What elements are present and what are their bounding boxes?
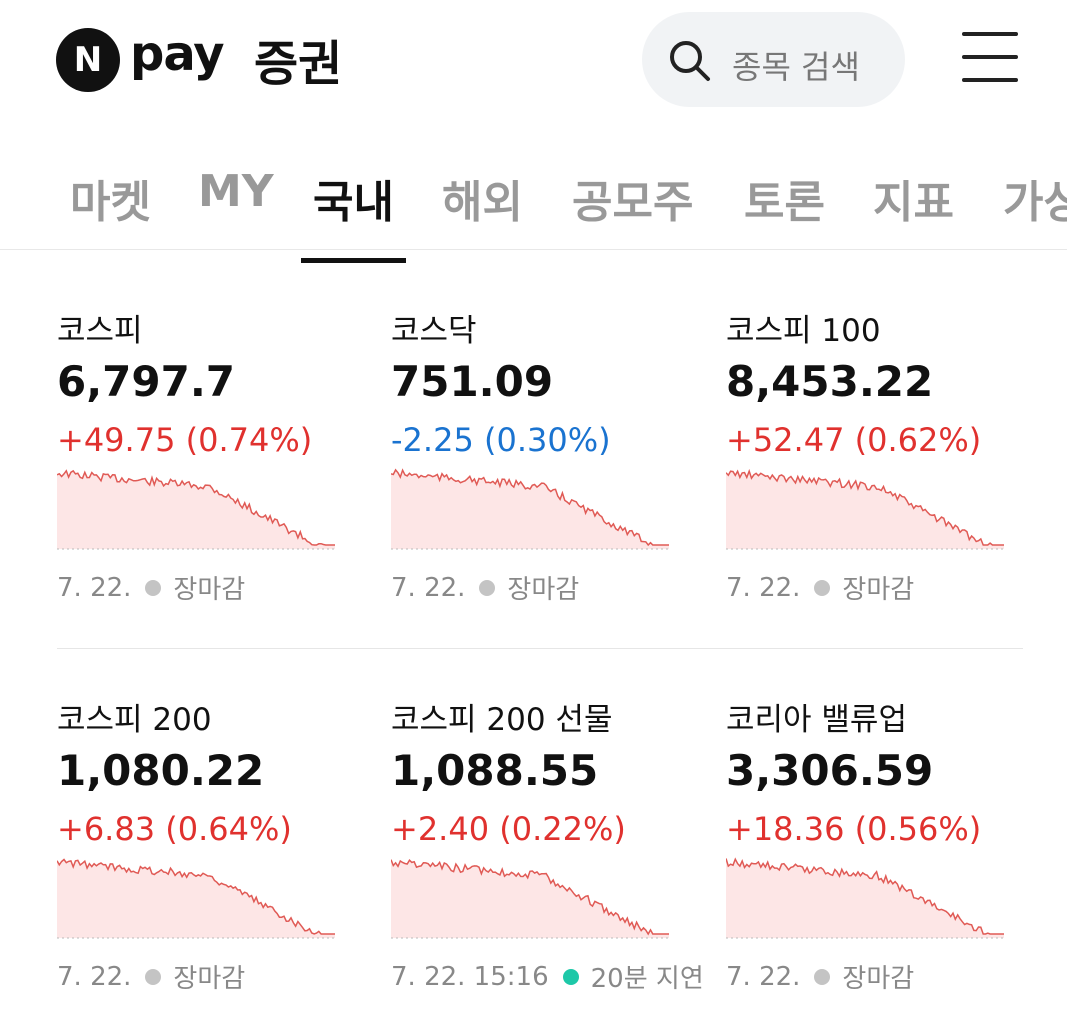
date: 7. 22.	[391, 572, 466, 603]
tab[interactable]: 공모주	[572, 177, 694, 228]
status-dot	[145, 579, 162, 596]
menu-button[interactable]	[962, 32, 1018, 86]
row-separator	[57, 648, 1023, 649]
index-card[interactable]: 코리아 밸류업 3,306.59 +18.36 (0.56%) 7. 22. 장마감	[726, 694, 1026, 1034]
index-value: 1,088.55	[391, 746, 599, 795]
status-dot	[479, 579, 496, 596]
status-dot	[562, 968, 579, 985]
index-card[interactable]: 코스피 200 선물 1,088.55 +2.40 (0.22%) 7. 22. 15…	[391, 694, 704, 1034]
logo-mark[interactable]: N	[56, 28, 120, 92]
card-footer: 7. 22. 장마감	[57, 569, 245, 606]
status: 장마감	[842, 964, 915, 994]
tab[interactable]: 해외	[442, 177, 523, 228]
index-change: -2.25 (0.30%)	[391, 421, 611, 459]
index-name: 코스피 100	[726, 313, 881, 349]
sparkline-line	[726, 468, 1004, 546]
sparkline	[391, 468, 669, 550]
index-change: +18.36 (0.56%)	[726, 810, 982, 848]
sparkline-area	[726, 858, 1004, 938]
index-name: 코스피	[57, 313, 143, 349]
status: 장마감	[507, 575, 580, 605]
status-dot	[814, 579, 831, 596]
card-footer: 7. 22. 장마감	[391, 569, 579, 606]
tab[interactable]: 가상	[1003, 177, 1067, 228]
index-change: +2.40 (0.22%)	[391, 810, 626, 848]
index-name: 코스닥	[391, 313, 477, 349]
index-change: +52.47 (0.62%)	[726, 421, 982, 459]
card-footer: 7. 22. 장마감	[726, 958, 914, 995]
status: 장마감	[173, 575, 246, 605]
status-dot	[145, 968, 162, 985]
index-card[interactable]: 코스피 100 8,453.22 +52.47 (0.62%) 7. 22. 장마감	[726, 305, 1026, 645]
index-change: +6.83 (0.64%)	[57, 810, 292, 848]
date: 7. 22.	[726, 961, 801, 992]
date: 7. 22.	[57, 961, 132, 992]
tab[interactable]: 토론	[744, 177, 825, 228]
index-name: 코리아 밸류업	[726, 702, 907, 738]
search-placeholder: 종목 검색	[732, 48, 860, 86]
index-value: 1,080.22	[57, 746, 265, 795]
status: 20분 지연	[590, 964, 704, 994]
status: 장마감	[842, 575, 915, 605]
sparkline-line	[391, 468, 669, 547]
sparkline-area	[391, 859, 669, 938]
sparkline	[726, 857, 1004, 939]
index-card[interactable]: 코스피 6,797.7 +49.75 (0.74%) 7. 22. 장마감	[57, 305, 357, 645]
date: 7. 22. 15:16	[391, 961, 549, 992]
sparkline	[57, 858, 335, 939]
index-value: 8,453.22	[726, 357, 934, 406]
sparkline-line	[726, 857, 1004, 935]
index-card[interactable]: 코스피 200 1,080.22 +6.83 (0.64%) 7. 22. 장마감	[57, 694, 357, 1034]
card-footer: 7. 22. 장마감	[57, 958, 245, 995]
status: 장마감	[173, 964, 246, 994]
card-footer: 7. 22. 15:16 20분 지연	[391, 958, 704, 995]
sparkline	[57, 469, 335, 550]
logo-text[interactable]: pay	[130, 26, 225, 82]
sparkline	[726, 468, 1004, 550]
search-icon	[670, 41, 710, 81]
sparkline-area	[391, 469, 669, 549]
sparkline-area	[57, 470, 335, 549]
index-value: 751.09	[391, 357, 554, 406]
sparkline-area	[726, 471, 1004, 549]
index-value: 6,797.7	[57, 357, 236, 406]
tab-bar: 마켓 MY 국내 해외 공모주 토론 지표 가상	[0, 160, 1067, 263]
sparkline-line	[391, 859, 669, 936]
index-value: 3,306.59	[726, 746, 934, 795]
logo-suffix[interactable]: 증권	[254, 36, 343, 92]
search-box[interactable]: 종목 검색	[642, 12, 905, 107]
sparkline-line	[57, 469, 335, 546]
tab[interactable]: MY	[198, 166, 274, 217]
sparkline-line	[57, 858, 335, 935]
index-change: +49.75 (0.74%)	[57, 421, 313, 459]
date: 7. 22.	[726, 572, 801, 603]
index-name: 코스피 200 선물	[391, 702, 613, 738]
index-name: 코스피 200	[57, 702, 212, 738]
date: 7. 22.	[57, 572, 132, 603]
card-footer: 7. 22. 장마감	[726, 569, 914, 606]
index-card[interactable]: 코스닥 751.09 -2.25 (0.30%) 7. 22. 장마감	[391, 305, 691, 645]
tab[interactable]: 지표	[873, 177, 954, 228]
tab[interactable]: 국내	[301, 166, 406, 263]
sparkline-area	[57, 859, 335, 938]
tab[interactable]: 마켓	[70, 177, 151, 228]
sparkline	[391, 859, 669, 939]
status-dot	[814, 968, 831, 985]
